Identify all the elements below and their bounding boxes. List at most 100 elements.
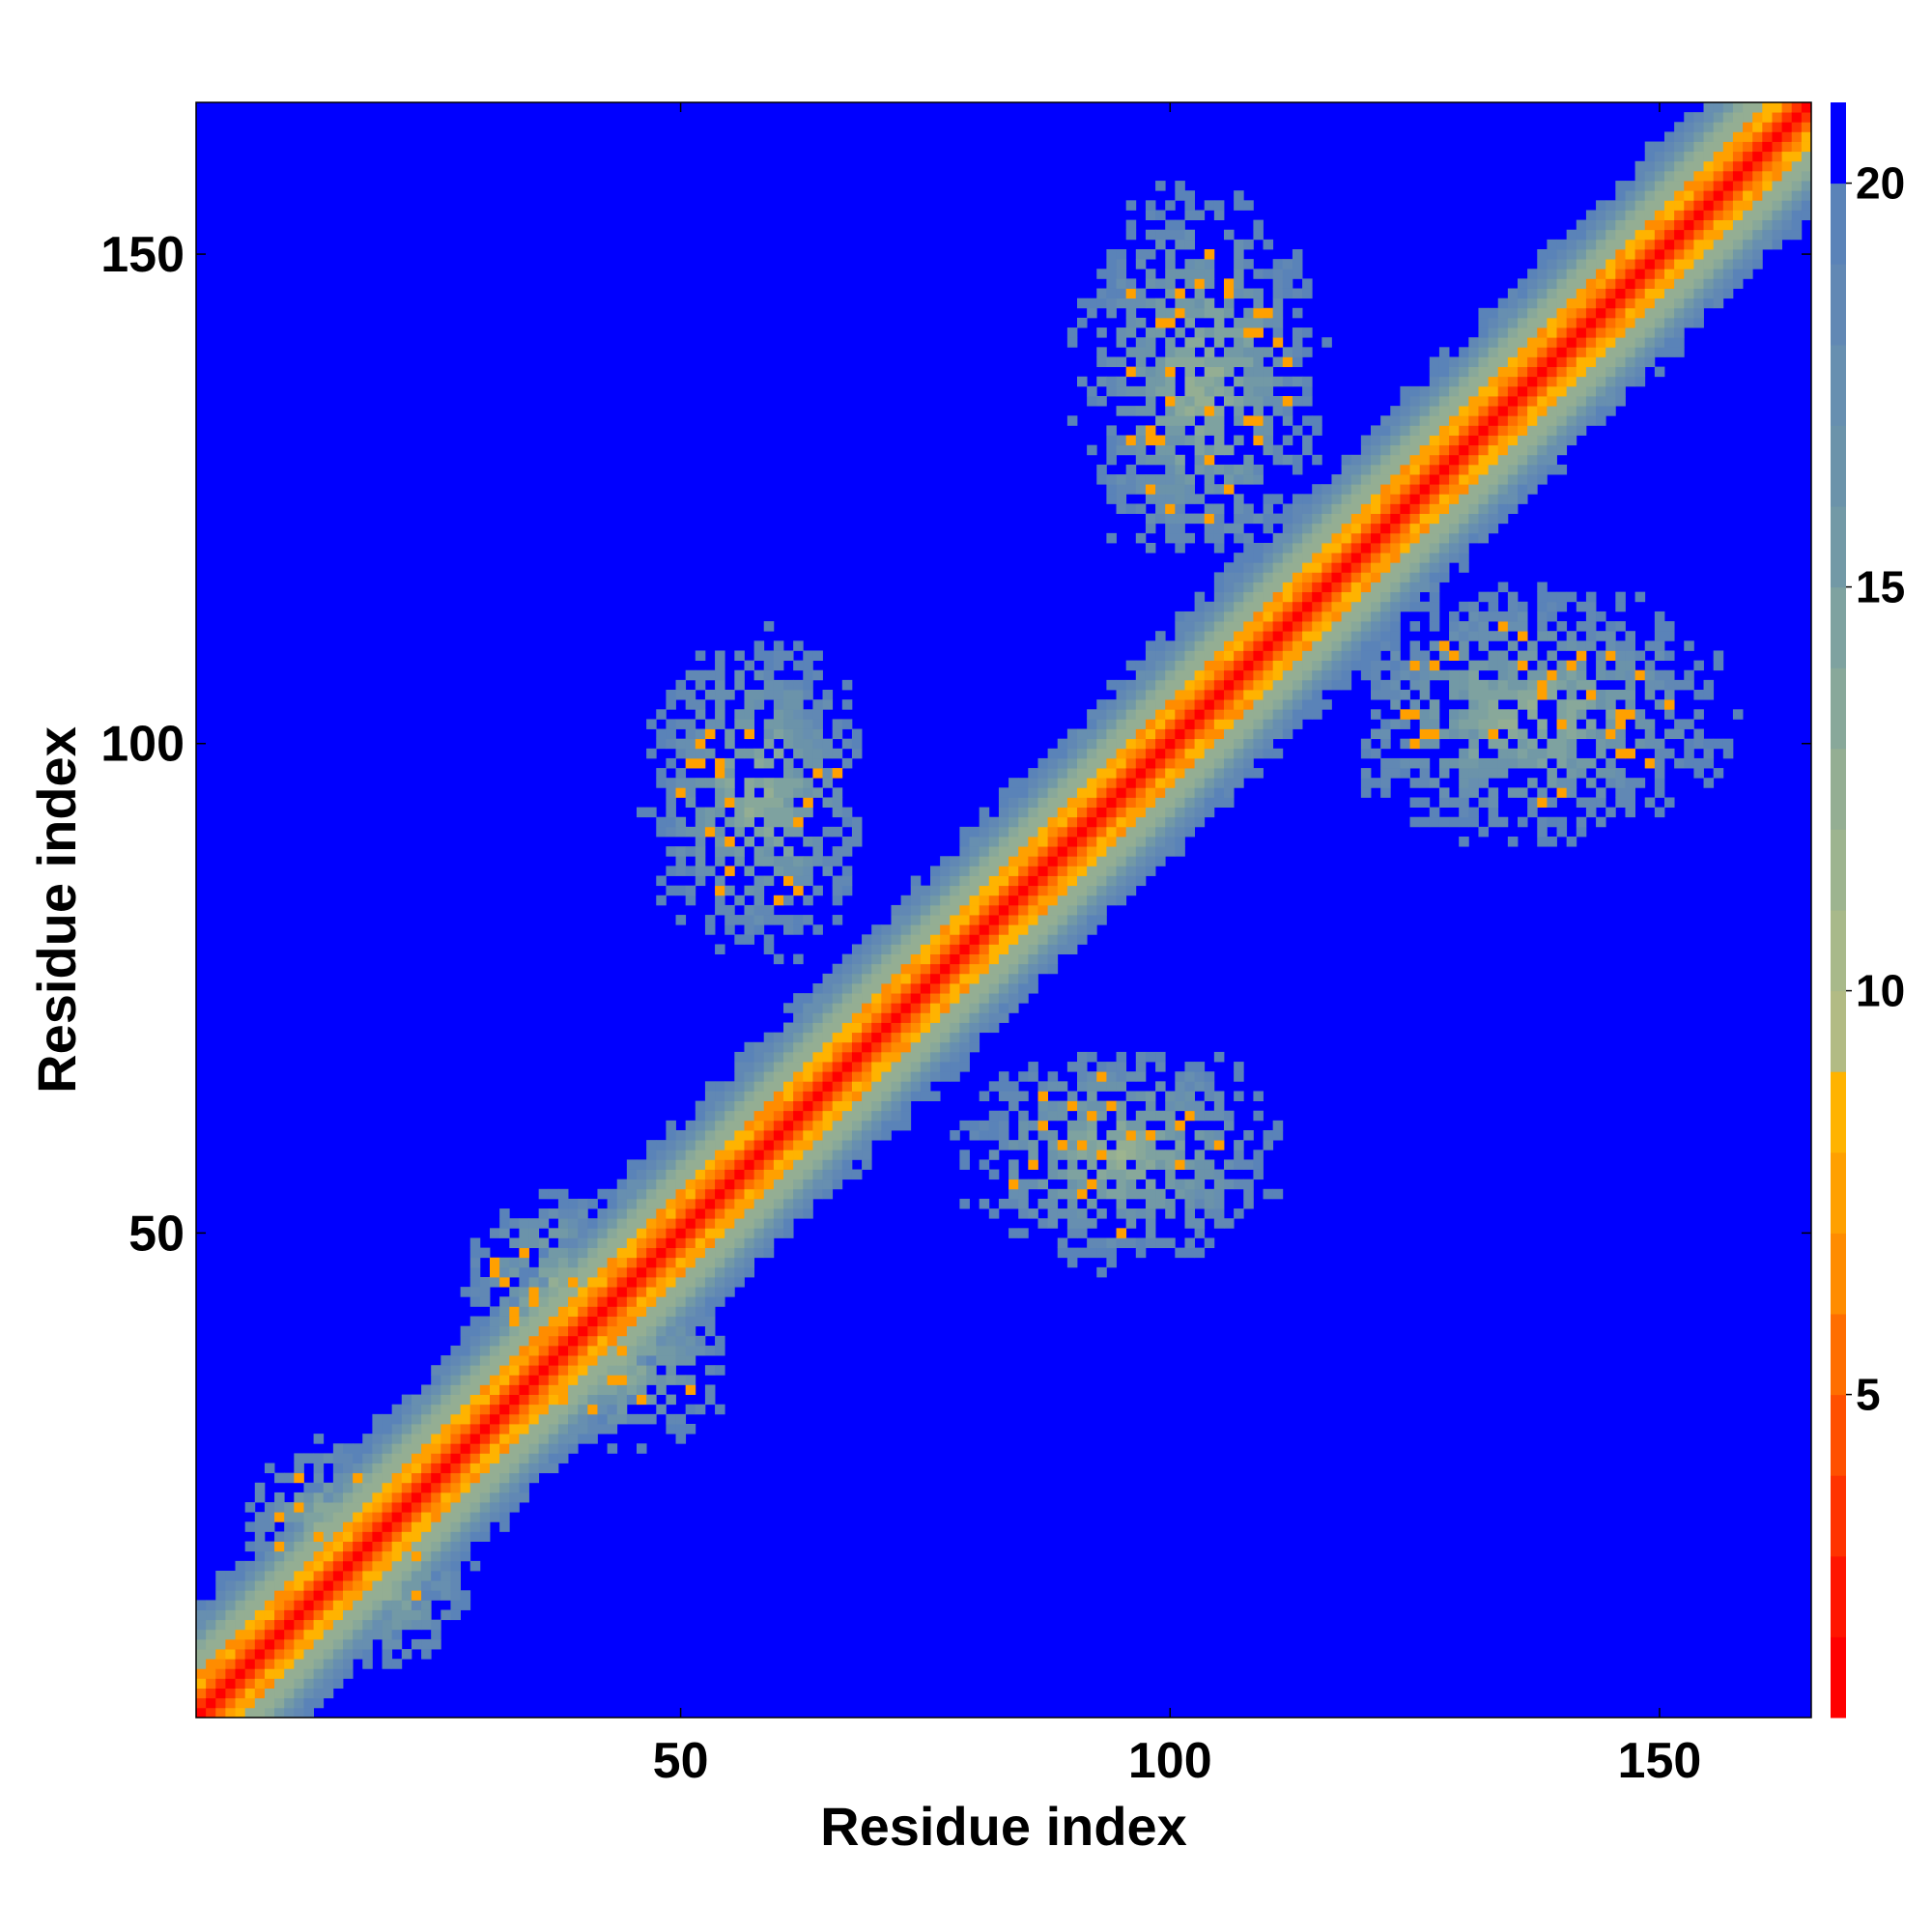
heatmap-cell (1204, 406, 1215, 416)
heatmap-cell (1488, 757, 1499, 769)
heatmap-cell (1028, 1062, 1038, 1072)
heatmap-cell (1282, 347, 1293, 357)
heatmap-cell (822, 748, 834, 759)
heatmap-cell (910, 1041, 922, 1053)
heatmap-cell (1253, 513, 1264, 525)
heatmap-cell (1253, 699, 1264, 710)
heatmap-cell (724, 1237, 735, 1248)
heatmap-cell (1566, 307, 1577, 319)
heatmap-cell (1390, 699, 1401, 710)
heatmap-cell (1350, 631, 1362, 641)
heatmap-cell (1234, 396, 1244, 407)
heatmap-cell (1429, 572, 1440, 582)
heatmap-cell (1057, 748, 1068, 759)
heatmap-cell (1576, 601, 1587, 612)
heatmap-cell (773, 1041, 784, 1053)
heatmap-cell (1018, 837, 1029, 847)
heatmap-cell (1066, 1179, 1078, 1190)
heatmap-cell (832, 1012, 843, 1023)
heatmap-cell (1468, 660, 1479, 671)
heatmap-cell (1556, 719, 1568, 729)
heatmap-cell (1537, 621, 1548, 632)
heatmap-cell (1390, 572, 1401, 582)
heatmap-cell (744, 915, 754, 925)
heatmap-cell (431, 1394, 441, 1406)
heatmap-cell (1135, 474, 1147, 485)
heatmap-cell (1165, 278, 1176, 289)
heatmap-cell (1224, 484, 1235, 495)
heatmap-cell (1459, 376, 1469, 387)
heatmap-cell (891, 973, 901, 984)
heatmap-cell (1253, 435, 1264, 446)
heatmap-cell (1272, 631, 1284, 641)
heatmap-cell (1488, 797, 1499, 808)
heatmap-cell (1390, 562, 1401, 573)
heatmap-cell (616, 1394, 628, 1406)
heatmap-cell (1234, 317, 1244, 328)
heatmap-cell (832, 1032, 843, 1043)
heatmap-cell (332, 1580, 344, 1591)
heatmap-cell (1077, 807, 1088, 818)
heatmap-cell (1145, 1159, 1156, 1170)
heatmap-cell (1292, 327, 1303, 338)
heatmap-cell (812, 719, 823, 729)
heatmap-cell (773, 660, 784, 671)
heatmap-cell (597, 1375, 608, 1385)
heatmap-cell (753, 1218, 765, 1229)
heatmap-cell (1106, 474, 1117, 485)
heatmap-cell (548, 1208, 559, 1219)
heatmap-cell (1165, 307, 1176, 319)
heatmap-cell (1478, 484, 1489, 495)
heatmap-cell (1175, 464, 1185, 475)
heatmap-cell (812, 1159, 823, 1170)
heatmap-cell (206, 1707, 216, 1719)
heatmap-cell (1596, 249, 1606, 260)
heatmap-cell (421, 1424, 432, 1435)
heatmap-cell (862, 1062, 872, 1072)
heatmap-cell (1175, 621, 1185, 632)
heatmap-cell (851, 1140, 863, 1151)
heatmap-cell (274, 1659, 285, 1669)
heatmap-cell (1145, 1110, 1156, 1122)
heatmap-cell (1566, 837, 1577, 847)
heatmap-cell (666, 1325, 676, 1337)
heatmap-cell (469, 1375, 481, 1385)
heatmap-cell (391, 1521, 403, 1532)
heatmap-cell (969, 1120, 980, 1131)
heatmap-cell (1438, 768, 1450, 779)
heatmap-cell (1585, 385, 1597, 397)
heatmap-cell (1566, 337, 1577, 348)
heatmap-cell (822, 778, 834, 788)
heatmap-cell (616, 1247, 628, 1259)
heatmap-cell (793, 875, 804, 887)
heatmap-cell (1213, 376, 1225, 387)
heatmap-cell (1047, 875, 1059, 887)
heatmap-cell (763, 1188, 775, 1200)
heatmap-cell (1507, 757, 1519, 769)
heatmap-cell (1438, 669, 1450, 681)
heatmap-cell (1145, 229, 1156, 241)
heatmap-cell (1282, 719, 1293, 729)
heatmap-cell (1302, 278, 1313, 289)
heatmap-cell (1184, 768, 1195, 779)
heatmap-cell (1596, 366, 1606, 378)
heatmap-cell (460, 1434, 471, 1444)
heatmap-cell (362, 1659, 373, 1669)
heatmap-cell (881, 1062, 892, 1072)
heatmap-cell (685, 748, 696, 759)
heatmap-cell (881, 1081, 892, 1092)
heatmap-cell (1096, 738, 1107, 750)
heatmap-cell (1596, 385, 1606, 397)
heatmap-cell (1429, 728, 1440, 740)
heatmap-cell (557, 1325, 569, 1337)
heatmap-cell (1312, 690, 1322, 700)
heatmap-cell (1429, 611, 1440, 622)
heatmap-cell (1145, 1218, 1156, 1229)
heatmap-cell (1360, 660, 1372, 671)
heatmap-cell (1145, 690, 1156, 700)
heatmap-cell (528, 1316, 540, 1327)
heatmap-cell (1400, 543, 1410, 554)
heatmap-cell (411, 1443, 422, 1454)
heatmap-cell (1213, 719, 1225, 729)
heatmap-cell (734, 856, 745, 867)
